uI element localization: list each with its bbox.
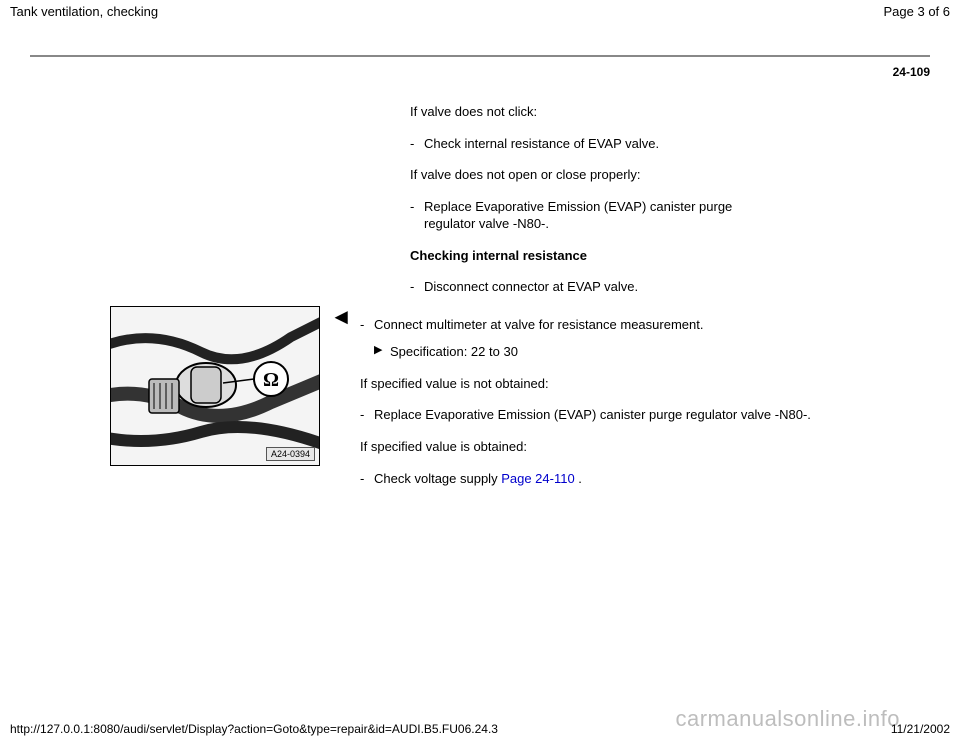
dash-bullet: - (360, 406, 374, 424)
diagram-label: A24-0394 (266, 447, 315, 461)
page-ref-number: 24-109 (0, 57, 960, 79)
dash-bullet: - (410, 278, 424, 296)
list-item-text: Replace Evaporative Emission (EVAP) cani… (424, 198, 770, 233)
footer-url: http://127.0.0.1:8080/audi/servlet/Displ… (10, 722, 498, 736)
doc-title: Tank ventilation, checking (10, 4, 158, 19)
page-link[interactable]: Page 24-110 (501, 471, 575, 486)
list-item: - Replace Evaporative Emission (EVAP) ca… (410, 198, 770, 233)
list-item: - Check internal resistance of EVAP valv… (410, 135, 770, 153)
pointer-arrow-icon: ◄ (330, 306, 360, 497)
paragraph: If valve does not click: (410, 103, 770, 121)
list-item: - Check voltage supply Page 24-110 . (360, 470, 920, 488)
list-item: - Connect multimeter at valve for resist… (360, 316, 920, 334)
dash-bullet: - (410, 135, 424, 153)
dash-bullet: - (360, 470, 374, 488)
list-item-text: Check voltage supply Page 24-110 . (374, 470, 582, 488)
list-item: - Replace Evaporative Emission (EVAP) ca… (360, 406, 920, 424)
dash-bullet: - (410, 198, 424, 233)
list-item-text: Check internal resistance of EVAP valve. (424, 135, 659, 153)
paragraph: If valve does not open or close properly… (410, 166, 770, 184)
list-item: - Disconnect connector at EVAP valve. (410, 278, 770, 296)
text-segment: Check voltage supply (374, 471, 501, 486)
dash-bullet: - (360, 316, 374, 334)
arrow-bullet-icon: ▶ (374, 343, 390, 361)
footer-date: 11/21/2002 (891, 722, 950, 736)
list-item-text: Replace Evaporative Emission (EVAP) cani… (374, 406, 811, 424)
diagram-figure: Ω A24-0394 (110, 306, 320, 466)
section-heading: Checking internal resistance (410, 247, 770, 265)
text-segment: . (575, 471, 582, 486)
paragraph: If specified value is not obtained: (360, 375, 920, 393)
sub-list-item: ▶ Specification: 22 to 30 (374, 343, 920, 361)
page-counter: Page 3 of 6 (884, 4, 951, 19)
list-item-text: Disconnect connector at EVAP valve. (424, 278, 638, 296)
svg-text:Ω: Ω (263, 369, 279, 391)
spec-text: Specification: 22 to 30 (390, 343, 518, 361)
paragraph: If specified value is obtained: (360, 438, 920, 456)
list-item-text: Connect multimeter at valve for resistan… (374, 316, 703, 334)
